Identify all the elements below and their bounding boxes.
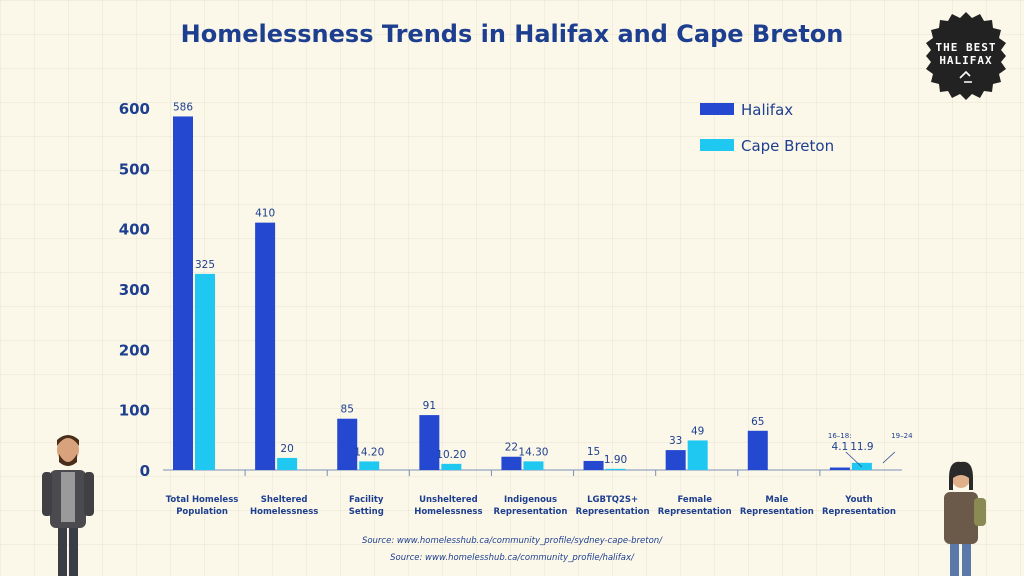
- x-tick-label: Homelessness: [414, 507, 482, 517]
- x-tick-label: Unsheltered: [419, 495, 478, 505]
- x-tick-label: Representation: [576, 507, 650, 517]
- bar-halifax: [747, 430, 768, 470]
- bar-halifax: [665, 450, 686, 470]
- bar-halifax: [583, 460, 604, 470]
- bar-halifax: [419, 415, 440, 470]
- x-tick-label: Population: [176, 507, 228, 517]
- data-label: 14.20: [354, 446, 384, 458]
- data-label: 85: [341, 404, 354, 416]
- data-label: 49: [691, 425, 704, 437]
- bar-halifax: [173, 116, 193, 471]
- x-tick-label: Representation: [494, 507, 568, 517]
- y-tick-label: 0: [140, 462, 150, 480]
- x-tick-label: Indigenous: [504, 495, 557, 505]
- bar-halifax: [829, 467, 850, 470]
- bar-cape-breton: [687, 440, 708, 470]
- x-tick-label: Sheltered: [261, 495, 308, 505]
- data-label: 10.20: [436, 449, 466, 461]
- x-tick-label: Youth: [844, 495, 872, 505]
- legend-label: Cape Breton: [741, 137, 834, 155]
- x-tick-label: Representation: [740, 507, 814, 517]
- y-tick-label: 100: [119, 402, 150, 420]
- source-cape-breton: Source: www.homelesshub.ca/community_pro…: [361, 536, 663, 546]
- x-tick-label: Male: [765, 495, 788, 505]
- x-tick-label: Facility: [349, 495, 384, 505]
- data-label: 4.1: [832, 441, 849, 453]
- bar-cape-breton: [195, 273, 215, 470]
- data-label: 33: [669, 435, 682, 447]
- bar-cape-breton: [441, 463, 462, 470]
- y-tick-label: 400: [119, 221, 150, 239]
- data-label: 91: [423, 400, 436, 412]
- annotation-label: 19–24: [891, 432, 913, 440]
- annotation-leader: [882, 451, 896, 464]
- data-label: 1.90: [604, 454, 627, 466]
- x-tick-label: Total Homeless: [166, 495, 239, 505]
- x-tick-label: Female: [677, 495, 712, 505]
- bar-cape-breton: [277, 457, 298, 470]
- woman-illustration: [944, 461, 986, 576]
- x-tick-label: LGBTQ2S+: [587, 495, 638, 505]
- man-illustration: [42, 435, 94, 576]
- data-label: 11.9: [850, 441, 873, 453]
- x-tick-label: Homelessness: [250, 507, 318, 517]
- data-label: 410: [255, 208, 275, 220]
- bar-halifax: [255, 222, 276, 470]
- y-tick-label: 600: [119, 100, 150, 118]
- badge-line-1: THE BEST: [935, 41, 997, 54]
- annotation-leader: [845, 451, 863, 468]
- legend-swatch: [700, 139, 734, 151]
- badge-line-2: HALIFAX: [939, 54, 993, 67]
- bar-cape-breton: [359, 461, 380, 470]
- x-tick-label: Representation: [658, 507, 732, 517]
- bar-halifax: [337, 418, 358, 470]
- data-label: 586: [173, 101, 193, 113]
- source-halifax: Source: www.homelesshub.ca/community_pro…: [390, 553, 634, 563]
- y-tick-label: 500: [119, 160, 150, 178]
- data-label: 20: [280, 443, 293, 455]
- data-label: 65: [751, 416, 764, 428]
- bar-cape-breton: [523, 461, 544, 470]
- chart-title: Homelessness Trends in Halifax and Cape …: [180, 20, 844, 48]
- y-tick-label: 300: [119, 281, 150, 299]
- bar-cape-breton: [605, 468, 626, 470]
- data-label: 325: [195, 259, 215, 271]
- data-label: 14.30: [518, 446, 548, 458]
- y-tick-label: 200: [119, 341, 150, 359]
- legend-swatch: [700, 103, 734, 115]
- x-tick-label: Setting: [349, 507, 384, 517]
- badge-seal-icon: [926, 12, 1006, 100]
- x-tick-label: Representation: [822, 507, 896, 517]
- bar-cape-breton: [851, 462, 872, 470]
- legend-label: Halifax: [741, 101, 793, 119]
- bar-halifax: [501, 456, 522, 470]
- annotation-label: 16–18:: [828, 432, 852, 440]
- data-label: 15: [587, 446, 600, 458]
- data-label: 22: [505, 442, 518, 454]
- the-best-halifax-logo: THE BEST HALIFAX: [920, 10, 1012, 102]
